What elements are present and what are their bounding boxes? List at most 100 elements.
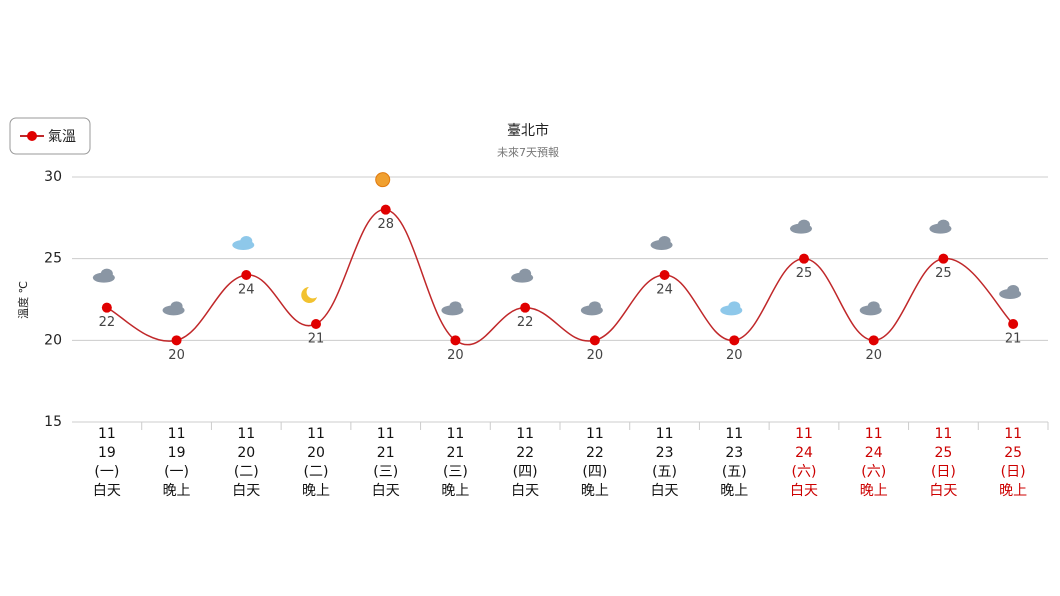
x-tick-label: (三) <box>373 464 398 480</box>
x-tick-label: 11 <box>237 426 255 442</box>
x-tick-label: 晚上 <box>581 483 609 499</box>
x-tick-label: 白天 <box>651 483 679 499</box>
point <box>311 319 321 329</box>
point <box>520 302 531 313</box>
x-tick-label: 11 <box>447 426 465 442</box>
weather-icon <box>449 301 462 312</box>
point <box>589 335 600 346</box>
weather-icon <box>519 268 532 279</box>
weather-icon <box>301 287 317 303</box>
data-label: 21 <box>308 332 325 347</box>
x-tick-label: (五) <box>722 464 747 480</box>
x-tick-label: (四) <box>582 464 607 480</box>
data-label: 20 <box>726 348 743 363</box>
x-tick-label: 晚上 <box>441 483 469 499</box>
x-tick-label: (四) <box>513 464 538 480</box>
data-label: 25 <box>935 266 952 281</box>
weather-icon <box>170 301 183 312</box>
data-label: 24 <box>238 283 255 298</box>
x-tick-label: (日) <box>931 464 956 480</box>
weather-icon <box>375 172 391 188</box>
chart-title: 臺北市 <box>507 122 549 139</box>
x-tick-label: 21 <box>447 445 465 461</box>
data-label: 25 <box>796 266 813 281</box>
x-tick-label: (五) <box>652 464 677 480</box>
weather-icon <box>867 301 880 312</box>
x-tick-label: 11 <box>725 426 743 442</box>
x-tick-label: 11 <box>656 426 674 442</box>
line <box>106 208 1014 346</box>
x-tick-label: 11 <box>516 426 534 442</box>
point <box>729 335 740 346</box>
x-tick-label: (一) <box>164 464 189 480</box>
x-tick-label: 白天 <box>790 483 818 499</box>
point <box>938 253 949 264</box>
x-tick-label: (三) <box>443 464 468 480</box>
x-tick-label: 21 <box>377 445 395 461</box>
legend-marker <box>27 131 37 141</box>
legend-label: 氣溫 <box>48 129 76 145</box>
x-tick-label: 19 <box>168 445 186 461</box>
x-tick-label: 晚上 <box>720 483 748 499</box>
point <box>868 335 879 346</box>
point <box>171 335 182 346</box>
weather-icon <box>1007 285 1020 295</box>
x-tick-label: 11 <box>377 426 395 442</box>
x-tick-label: (六) <box>792 464 817 480</box>
x-tick-label: 11 <box>168 426 186 442</box>
x-tick-label: 晚上 <box>302 483 330 499</box>
y-tick-label: 15 <box>44 414 62 430</box>
data-label: 20 <box>168 348 185 363</box>
point <box>450 335 461 346</box>
data-label: 24 <box>656 283 673 298</box>
x-tick-label: (六) <box>861 464 886 480</box>
x-tick-label: 白天 <box>372 483 400 499</box>
x-tick-label: 11 <box>795 426 813 442</box>
weather-icon <box>240 236 253 246</box>
x-tick-label: 11 <box>865 426 883 442</box>
x-tick-label: 24 <box>795 445 813 461</box>
x-tick-label: 22 <box>586 445 604 461</box>
x-tick-label: 11 <box>98 426 116 442</box>
point <box>241 270 252 280</box>
x-tick-label: (二) <box>304 464 329 480</box>
data-label: 22 <box>517 315 534 330</box>
x-tick-label: 晚上 <box>163 483 191 499</box>
y-tick-label: 20 <box>44 332 62 348</box>
point <box>1008 319 1019 329</box>
x-tick-label: 19 <box>98 445 116 461</box>
point <box>101 302 112 313</box>
x-tick-label: (一) <box>94 464 119 480</box>
weather-icon <box>728 301 741 312</box>
x-tick-label: 11 <box>586 426 604 442</box>
data-label: 20 <box>447 348 464 363</box>
x-tick-label: 23 <box>725 445 743 461</box>
weather-icon <box>100 268 113 279</box>
x-tick-label: (二) <box>234 464 259 480</box>
x-tick-label: 晚上 <box>999 483 1027 499</box>
legend[interactable]: 氣溫 <box>9 117 91 155</box>
x-tick-label: 白天 <box>929 483 957 499</box>
weather-icon <box>937 219 950 230</box>
x-tick-label: 25 <box>1004 445 1022 461</box>
x-tick-label: 11 <box>307 426 325 442</box>
y-tick-label: 25 <box>44 251 62 267</box>
chart-subtitle: 未來7天預報 <box>497 146 559 159</box>
x-tick-label: 白天 <box>511 483 539 499</box>
y-tick-label: 30 <box>44 169 62 185</box>
x-tick-label: 24 <box>865 445 883 461</box>
data-label: 21 <box>1005 332 1022 347</box>
y-axis-label: 溫度 ℃ <box>16 281 30 319</box>
weather-icon <box>798 219 810 230</box>
data-label: 22 <box>99 315 116 330</box>
x-tick-label: (日) <box>1001 464 1026 480</box>
x-tick-label: 22 <box>516 445 534 461</box>
point <box>799 253 809 264</box>
x-tick-label: 白天 <box>93 483 121 499</box>
x-tick-label: 20 <box>237 445 255 461</box>
x-tick-label: 白天 <box>232 483 260 499</box>
point <box>659 270 670 280</box>
data-label: 20 <box>587 348 604 363</box>
x-tick-label: 晚上 <box>860 483 888 499</box>
point <box>380 204 391 215</box>
